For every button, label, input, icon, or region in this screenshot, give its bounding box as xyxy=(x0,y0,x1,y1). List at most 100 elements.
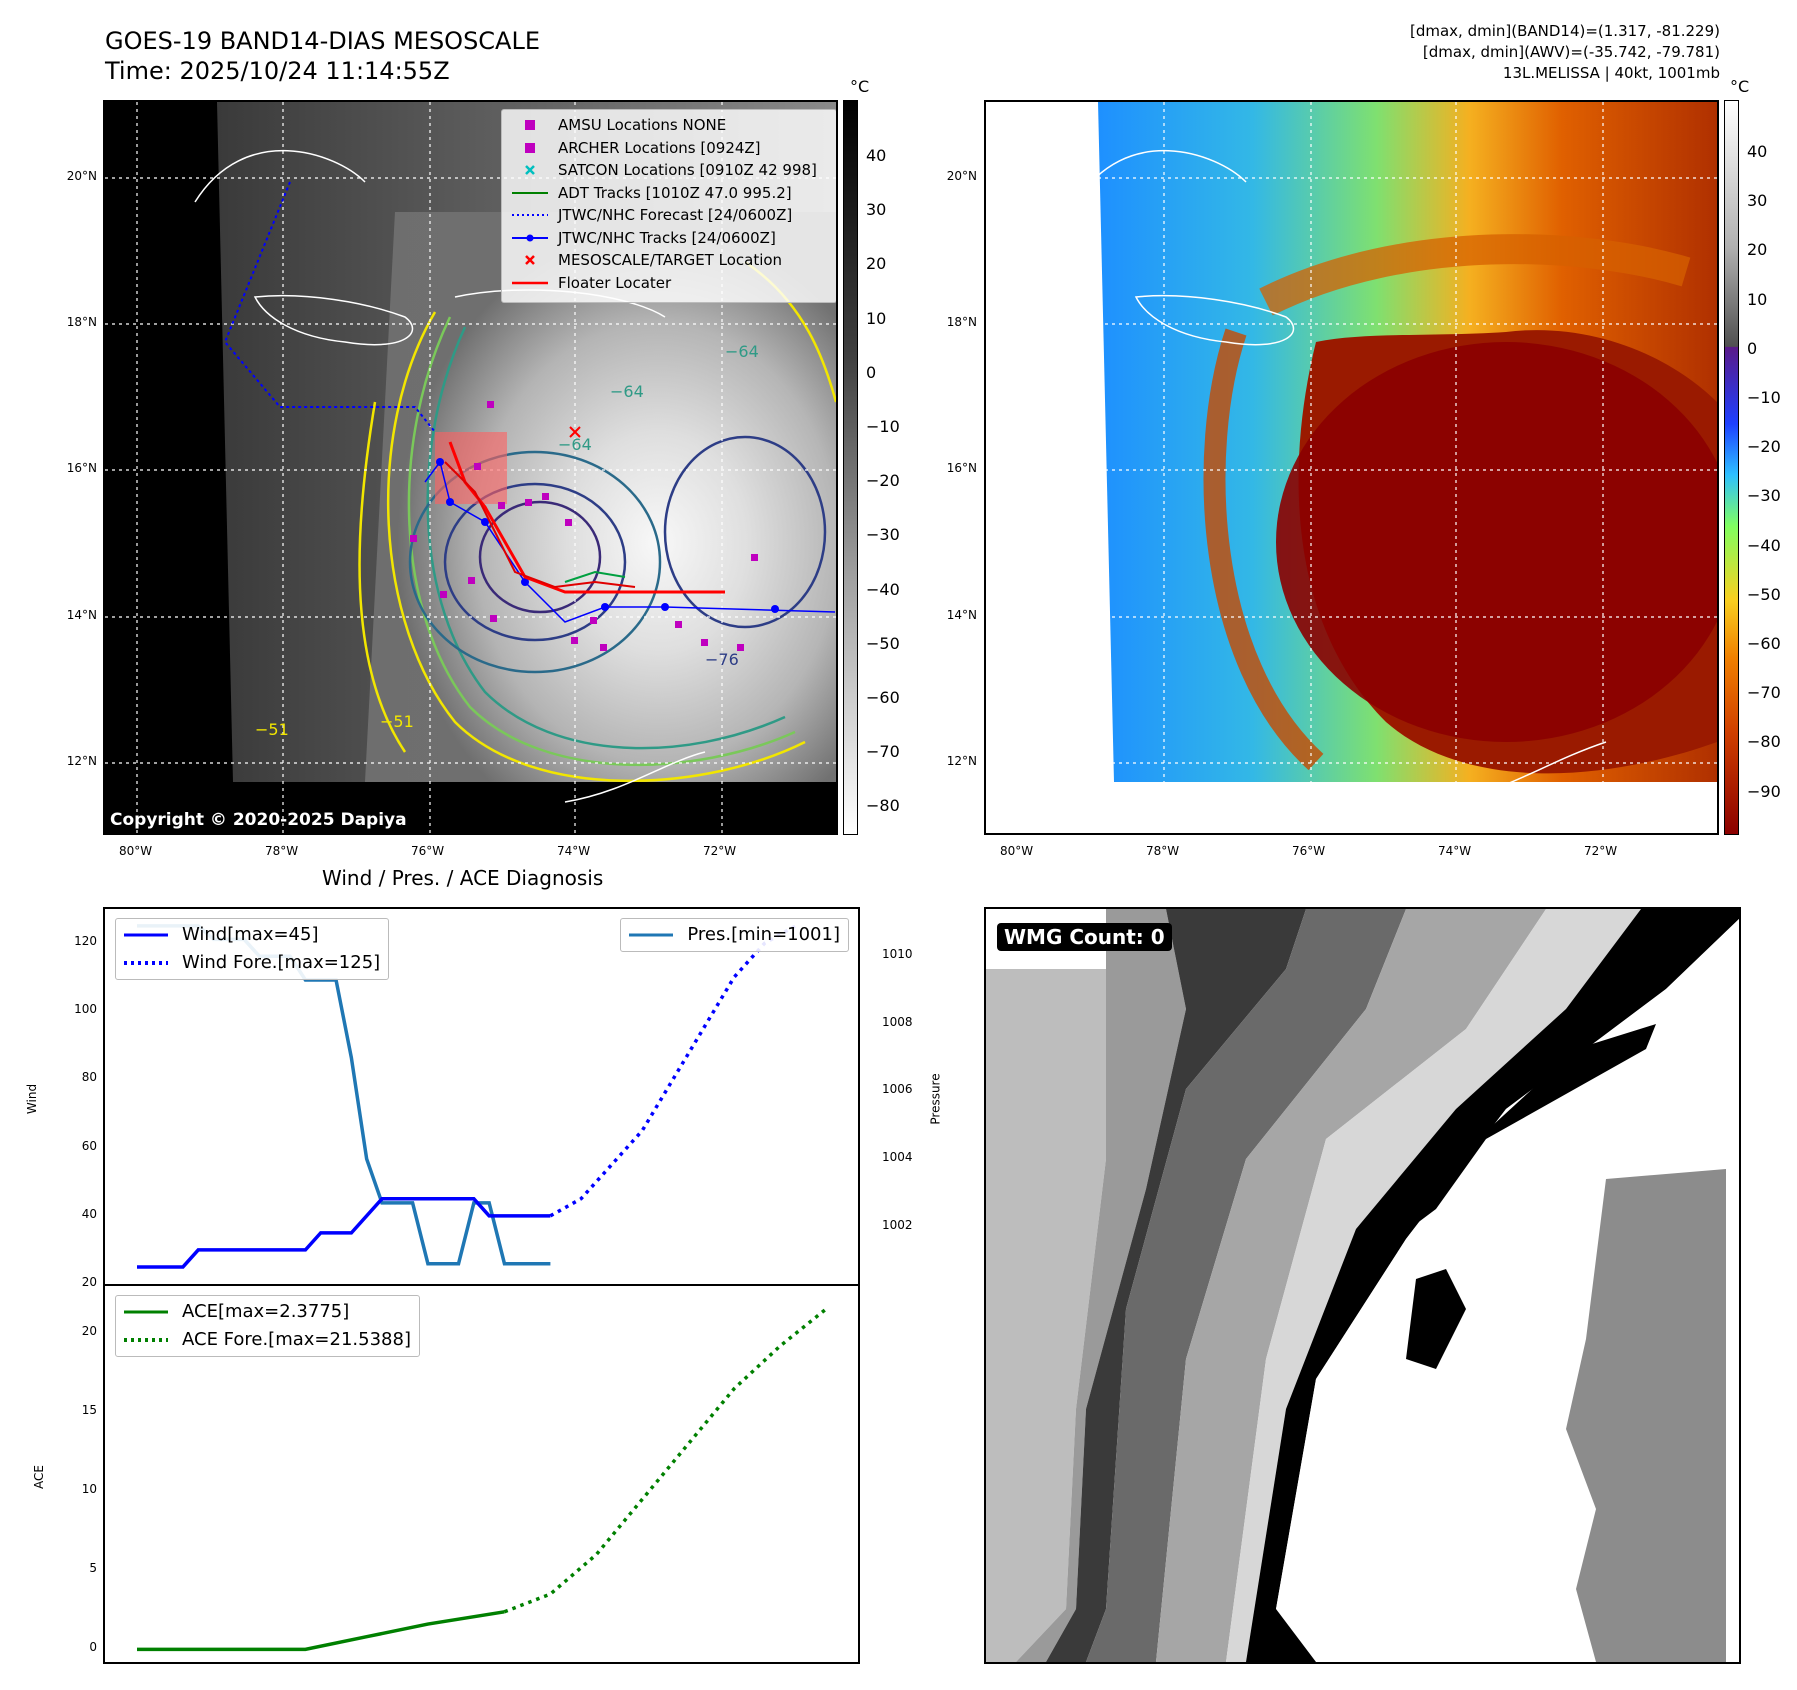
pressure-axis-label: Pressure xyxy=(928,1073,943,1125)
ace-series-line xyxy=(137,1610,505,1652)
legend-entry: ACE[max=2.3775] xyxy=(124,1298,411,1326)
pressure-tick-label: 1002 xyxy=(882,1217,913,1232)
ace-chart: ACE[max=2.3775] ACE Fore.[max=21.5388] xyxy=(103,1284,860,1664)
awv-colorbar xyxy=(1724,100,1739,835)
lon-tick-label: 76°W xyxy=(1292,844,1326,858)
pressure-tick-label: 1004 xyxy=(882,1150,913,1164)
colorbar-tick-label: 20 xyxy=(866,254,887,274)
contour-label: −51 xyxy=(255,720,289,739)
magenta-square-icon xyxy=(510,142,550,153)
pressure-tick-label: 1006 xyxy=(882,1082,913,1097)
wind-tick-label: 20 xyxy=(81,1275,97,1289)
wind-tick-label: 80 xyxy=(81,1070,97,1085)
ace-tick-label: 5 xyxy=(89,1561,97,1576)
legend-entry: Wind[max=45] xyxy=(124,921,380,949)
ace-tick-label: 0 xyxy=(89,1640,97,1655)
legend-entry: ACE Fore.[max=21.5388] xyxy=(124,1326,411,1354)
colorbar-tick-label: −90 xyxy=(1747,781,1781,801)
lon-tick-label: 76°W xyxy=(411,844,445,858)
pressure-legend: Pres.[min=1001] xyxy=(620,918,849,952)
legend-entry: Pres.[min=1001] xyxy=(629,921,840,949)
lon-tick-label: 72°W xyxy=(1584,844,1618,858)
colorbar-tick-label: −80 xyxy=(866,796,900,816)
colorbar-tick-label: −10 xyxy=(1747,388,1781,407)
colorbar-tick-label: −50 xyxy=(1747,584,1781,604)
green-line-icon xyxy=(124,1309,172,1315)
ir-colorbar xyxy=(843,100,858,835)
ace-tick-label: 15 xyxy=(81,1403,97,1418)
blue-dot-line-icon xyxy=(510,234,550,242)
legend-entry: Floater Locater xyxy=(510,272,828,295)
legend-entry: JTWC/NHC Forecast [24/0600Z] xyxy=(510,204,828,227)
legend-label: MESOSCALE/TARGET Location xyxy=(558,251,783,269)
colorbar-tick-label: 30 xyxy=(1747,191,1768,211)
wind-legend: Wind[max=45] Wind Fore.[max=125] xyxy=(115,918,390,980)
legend-entry: AMSU Locations NONE xyxy=(510,114,828,137)
lon-tick-label: 74°W xyxy=(1438,844,1472,858)
lon-tick-label: 74°W xyxy=(557,844,591,858)
legend-label: ARCHER Locations [0924Z] xyxy=(558,138,761,157)
magenta-square-icon xyxy=(510,120,550,131)
contour-label: −76 xyxy=(705,650,739,669)
legend-entry: JTWC/NHC Tracks [24/0600Z] xyxy=(510,227,828,250)
green-line-icon xyxy=(510,190,550,196)
lat-tick-label: 12°N xyxy=(946,754,977,768)
lat-tick-label: 20°N xyxy=(946,169,977,183)
copyright-text: Copyright © 2020-2025 Dapiya xyxy=(110,810,407,830)
figure-title: GOES-19 BAND14-DIAS MESOSCALE xyxy=(105,27,541,55)
wind-axis-label: Wind xyxy=(25,1083,40,1115)
lon-tick-label: 80°W xyxy=(119,844,153,858)
wind-pressure-chart: Wind[max=45] Wind Fore.[max=125] Pres.[m… xyxy=(103,907,860,1286)
colorbar-tick-label: −60 xyxy=(866,688,900,707)
ir-satellite-panel: −64 −64 −64 −76 −51 −51 Copyright © 2020… xyxy=(103,100,838,835)
legend-label: JTWC/NHC Forecast [24/0600Z] xyxy=(558,206,793,224)
ace-tick-label: 20 xyxy=(81,1324,97,1339)
lat-tick-label: 20°N xyxy=(66,169,97,183)
ace-axis-label: ACE xyxy=(31,1465,46,1489)
steelblue-line-icon xyxy=(629,932,677,938)
lon-tick-label: 72°W xyxy=(703,844,737,858)
pressure-tick-label: 1008 xyxy=(882,1014,913,1029)
wind-tick-label: 40 xyxy=(81,1206,97,1221)
lat-tick-label: 14°N xyxy=(946,608,977,622)
colorbar-tick-label: −30 xyxy=(866,525,900,545)
colorbar-tick-label: −40 xyxy=(866,579,900,599)
legend-label: Wind[max=45] xyxy=(182,924,319,945)
colorbar-tick-label: −70 xyxy=(866,742,900,762)
ace-legend: ACE[max=2.3775] ACE Fore.[max=21.5388] xyxy=(115,1295,420,1357)
blue-dotted-line-icon xyxy=(510,212,550,218)
ace-tick-label: 10 xyxy=(81,1482,97,1497)
wmg-panel: WMG Count: 0 xyxy=(984,907,1741,1664)
ace-forecast-series-line xyxy=(503,1307,828,1614)
pressure-tick-label: 1010 xyxy=(882,947,913,962)
legend-label: Pres.[min=1001] xyxy=(687,924,840,945)
contour-label: −64 xyxy=(725,342,759,361)
wind-series-line xyxy=(137,1197,551,1269)
lon-tick-label: 80°W xyxy=(1000,844,1034,858)
colorbar-tick-label: −40 xyxy=(1747,535,1781,555)
legend-label: Wind Fore.[max=125] xyxy=(182,952,381,973)
lon-tick-label: 78°W xyxy=(265,844,299,858)
colorbar-tick-label: −50 xyxy=(866,633,900,653)
colorbar-tick-label: 30 xyxy=(866,200,887,220)
colorbar-tick-label: −20 xyxy=(1747,437,1781,457)
green-dotted-line-icon xyxy=(124,1337,172,1343)
colorbar-tick-label: 0 xyxy=(866,362,877,382)
figure-time: Time: 2025/10/24 11:14:55Z xyxy=(105,57,450,85)
wind-forecast-series-line xyxy=(549,924,797,1218)
contour-label: −64 xyxy=(610,382,644,401)
colorbar-tick-label: −20 xyxy=(866,471,900,491)
legend-label: Floater Locater xyxy=(558,273,672,292)
cyan-x-icon xyxy=(510,165,550,176)
contour-label: −64 xyxy=(558,435,592,454)
blue-dotted-line-icon xyxy=(124,960,172,966)
blue-line-icon xyxy=(124,932,172,938)
legend-entry: ADT Tracks [1010Z 47.0 995.2] xyxy=(510,182,828,205)
awv-colorbar-unit: °C xyxy=(1730,77,1750,96)
legend-entry: ARCHER Locations [0924Z] xyxy=(510,137,828,160)
legend-label: ACE[max=2.3775] xyxy=(182,1301,350,1322)
colorbar-tick-label: 20 xyxy=(1747,240,1768,260)
colorbar-tick-label: 0 xyxy=(1747,338,1758,358)
colorbar-tick-label: −80 xyxy=(1747,732,1781,752)
red-line-icon xyxy=(510,280,550,286)
